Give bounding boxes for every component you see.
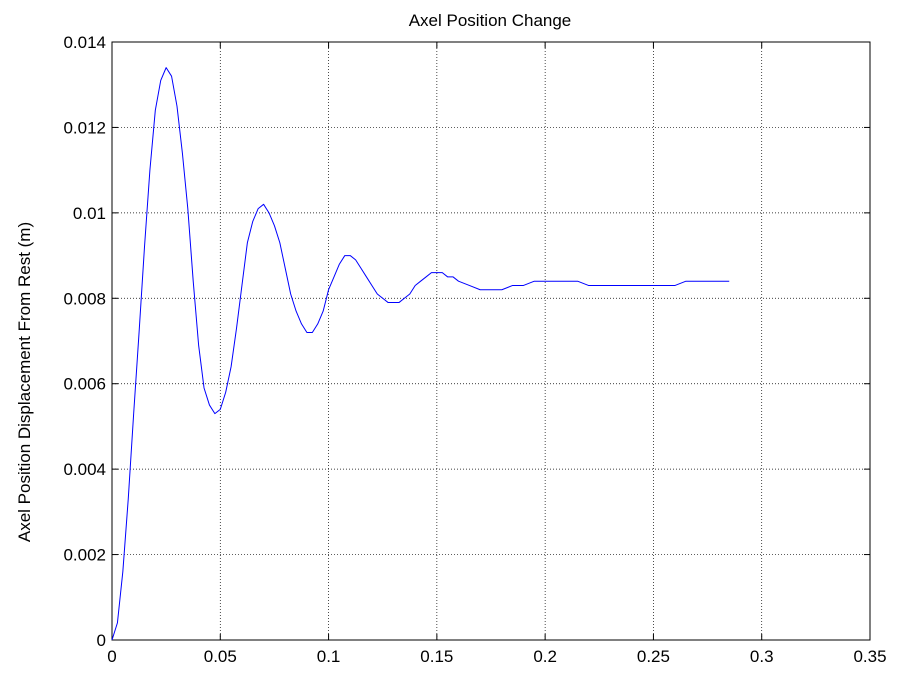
y-tick-labels: 0 0.002 0.004 0.006 0.008 0.01 0.012 0.014 bbox=[63, 33, 106, 650]
axes bbox=[111, 41, 871, 641]
x-tick-label: 0.35 bbox=[853, 647, 886, 666]
y-axis-label: Axel Position Displacement From Rest (m) bbox=[15, 222, 34, 542]
x-tick-label: 0.2 bbox=[533, 647, 557, 666]
y-tick-label: 0.014 bbox=[63, 33, 106, 52]
y-tick-label: 0.01 bbox=[73, 204, 106, 223]
y-tick-label: 0.012 bbox=[63, 118, 106, 137]
series bbox=[111, 67, 730, 641]
grid bbox=[112, 42, 870, 640]
x-tick-label: 0.25 bbox=[637, 647, 670, 666]
y-tick-label: 0.004 bbox=[63, 460, 106, 479]
series-line-0 bbox=[111, 67, 730, 641]
x-tick-labels: 0 0.05 0.1 0.15 0.2 0.25 0.3 0.35 bbox=[107, 647, 886, 666]
x-tick-label: 0.3 bbox=[750, 647, 774, 666]
y-tick-label: 0 bbox=[97, 631, 106, 650]
y-tick-label: 0.006 bbox=[63, 375, 106, 394]
x-tick-label: 0.05 bbox=[204, 647, 237, 666]
plot-frame bbox=[111, 41, 871, 641]
y-tick-label: 0.002 bbox=[63, 546, 106, 565]
x-tick-label: 0.15 bbox=[420, 647, 453, 666]
chart-title: Axel Position Change bbox=[409, 11, 572, 30]
y-tick-label: 0.008 bbox=[63, 289, 106, 308]
x-tick-label: 0.1 bbox=[317, 647, 341, 666]
x-tick-label: 0 bbox=[107, 647, 116, 666]
